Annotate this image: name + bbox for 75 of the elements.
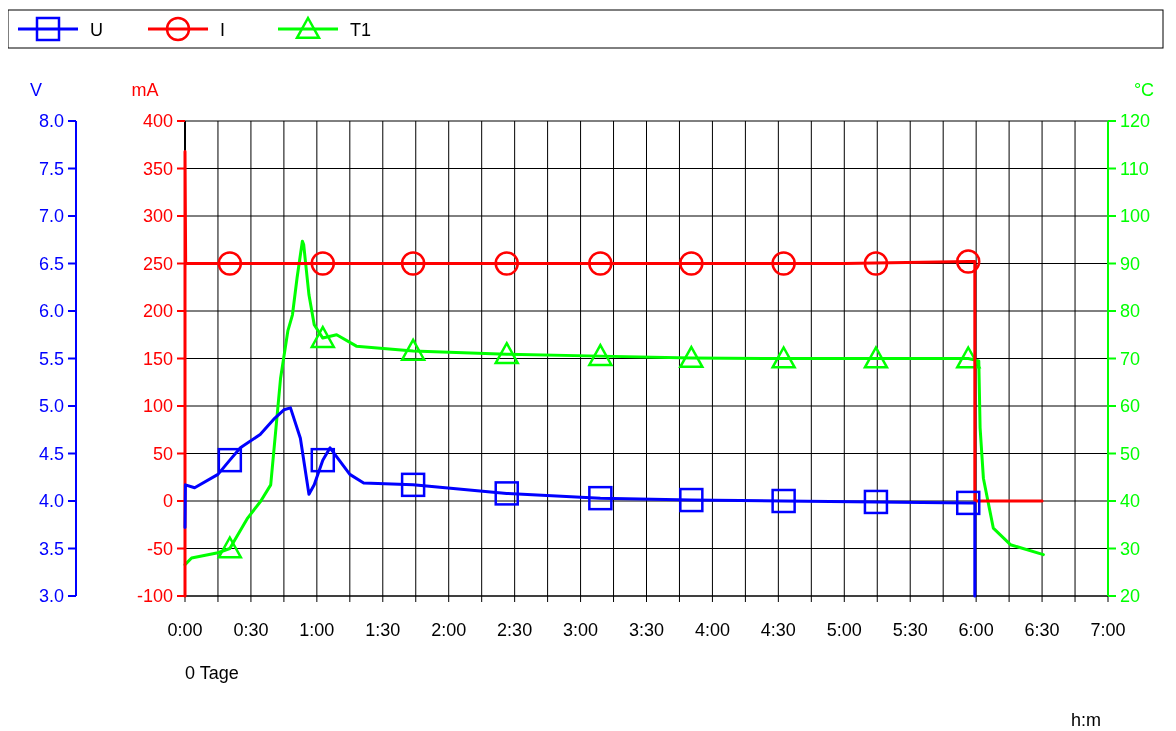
x-tick-label: 5:00 <box>826 620 862 640</box>
y3-tick-label: 120 <box>1120 111 1151 131</box>
y3-tick-label: 20 <box>1120 586 1141 606</box>
x-tick-label: 3:30 <box>628 620 665 640</box>
point <box>679 487 704 513</box>
y-tick-label: 3.0 <box>38 586 64 606</box>
y3-tick-label: 100 <box>1120 206 1151 226</box>
y2-tick-label: 50 <box>152 443 173 464</box>
x-tick-label: 6:00 <box>958 620 994 640</box>
y-tick-label: 4.0 <box>38 491 64 511</box>
x-tick-label: 1:30 <box>365 620 401 640</box>
y3-tick-label: 110 <box>1120 158 1149 179</box>
y2-tick-label: 250 <box>142 253 173 274</box>
point <box>217 447 243 473</box>
y3-tick-label: 90 <box>1120 253 1141 274</box>
legend-label: I <box>220 20 226 40</box>
y2-tick-label: 0 <box>162 491 173 511</box>
y-tick-label: 5.0 <box>38 396 64 416</box>
y-tick-label: 7.5 <box>38 158 64 179</box>
point <box>494 341 519 365</box>
y3-tick-label: 60 <box>1120 396 1141 416</box>
point <box>588 485 613 511</box>
y-tick-label: 5.5 <box>38 348 64 369</box>
point <box>955 490 981 516</box>
y2-tick-label: -100 <box>136 586 173 606</box>
y2-tick-label: 350 <box>142 158 173 179</box>
y2-tick-label: 300 <box>142 206 173 226</box>
point <box>494 481 519 506</box>
y-tick-label: 8.0 <box>38 111 64 131</box>
x-axis-title: h:m <box>1070 710 1102 730</box>
y-tick-label: 7.0 <box>38 206 64 226</box>
x-tick-label: 7:00 <box>1090 620 1126 640</box>
x-tick-label: 1:00 <box>299 620 335 640</box>
point <box>863 346 889 369</box>
x-tick-label: 3:00 <box>563 620 599 640</box>
x-tick-label: 4:30 <box>760 620 796 640</box>
x-tick-label: 2:00 <box>431 620 467 640</box>
y2-tick-label: 150 <box>142 348 173 369</box>
y-tick-label: 3.5 <box>38 538 64 559</box>
y2-tick-label: 100 <box>142 396 173 416</box>
line-series <box>183 406 977 598</box>
point <box>588 343 613 367</box>
y3-tick-label: 50 <box>1120 443 1141 464</box>
y2-tick-label: 200 <box>142 301 173 321</box>
x-tick-label: 6:30 <box>1024 620 1060 640</box>
y2-axis-title: mA <box>131 80 159 100</box>
text: 0 Tage <box>185 663 239 683</box>
point <box>679 345 704 369</box>
x-tick-label: 4:00 <box>694 620 730 640</box>
x-tick-label: 0:00 <box>167 620 203 640</box>
y-tick-label: 6.5 <box>38 253 64 274</box>
y-tick-label: 6.0 <box>38 301 64 321</box>
y3-tick-label: 30 <box>1120 538 1141 559</box>
y3-tick-label: 40 <box>1120 491 1141 511</box>
point <box>771 346 796 369</box>
legend-label: U <box>90 20 103 40</box>
point <box>310 447 336 473</box>
x-tick-label: 5:30 <box>892 620 928 640</box>
y3-axis-title: °C <box>1133 80 1155 100</box>
point <box>310 325 336 349</box>
y3-tick-label: 80 <box>1120 301 1141 321</box>
point <box>863 489 889 515</box>
x-tick-label: 2:30 <box>497 620 533 640</box>
y2-tick-label: 400 <box>142 111 173 131</box>
y-axis-title: V <box>29 80 43 100</box>
point <box>217 536 243 559</box>
point <box>400 472 426 498</box>
y2-tick-label: -50 <box>146 538 173 559</box>
x-tick-label: 0:30 <box>233 620 269 640</box>
line-series <box>183 239 1045 567</box>
point <box>771 488 796 514</box>
y-tick-label: 4.5 <box>38 443 64 464</box>
y3-tick-label: 70 <box>1120 348 1141 369</box>
point <box>400 338 426 361</box>
legend-label: T1 <box>350 20 372 40</box>
